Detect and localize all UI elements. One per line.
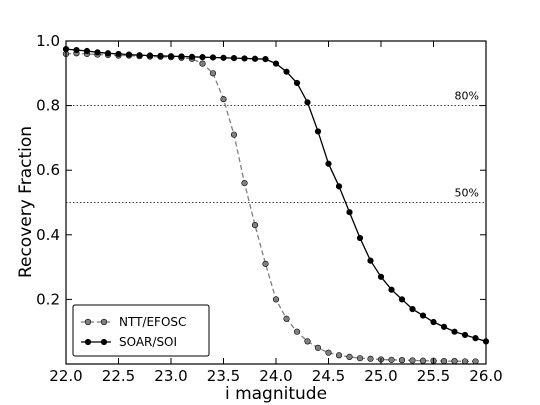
data-point [314,128,322,135]
data-point [104,50,112,57]
data-point [241,180,248,187]
data-point [472,358,479,365]
data-point [220,54,227,61]
data-point [461,358,469,365]
legend: NTT/EFOSC SOAR/SOI [72,304,210,357]
data-point [419,357,427,364]
data-point [283,315,290,322]
data-point [325,160,332,167]
legend-marker [100,338,108,346]
data-point [220,96,227,103]
data-point [461,331,469,339]
data-point [346,353,353,360]
y-tick-label: 0.8 [36,97,60,115]
data-point [472,335,479,342]
data-point [272,296,280,303]
data-point [304,338,311,345]
legend-box [72,304,210,357]
data-point [262,55,269,63]
x-axis-title: i magnitude [225,384,327,404]
data-point [136,52,143,59]
x-tick-label: 24.5 [312,367,345,385]
y-tick-label: 0.4 [36,226,60,244]
data-point [388,286,395,293]
data-point [419,312,427,319]
legend-marker [84,318,92,326]
x-tick-label: 24.0 [259,367,292,385]
data-point [325,349,332,356]
legend-marker [84,338,92,346]
data-point [367,355,374,362]
reference-line-label: 80% [455,90,479,103]
data-point [209,70,217,77]
x-tick-label: 25.5 [417,367,450,385]
y-tick-label: 0.2 [36,290,60,308]
data-point [335,352,343,359]
data-point [262,260,269,267]
data-point [293,328,301,335]
data-point [377,273,385,280]
data-point [304,99,311,106]
data-point [335,183,343,190]
data-point [230,131,238,138]
data-point [209,54,217,61]
data-point [73,46,80,54]
x-tick-label: 23.5 [207,367,240,385]
data-point [251,55,259,62]
x-tick-label: 25.0 [364,367,397,385]
data-point [398,296,406,303]
data-point [346,209,353,216]
legend-marker [100,318,108,326]
series-layer [62,45,490,365]
data-point [451,328,458,335]
x-tick-label: 22.5 [102,367,135,385]
axis-ticks: 22.0 22.5 23.0 23.5 24.0 24.5 25.0 25.5 26.0 0.2 0… [36,32,503,385]
data-point [115,50,122,58]
data-point [167,53,175,60]
data-point [293,79,301,87]
data-point [367,257,374,264]
x-tick-label: 26.0 [469,367,502,385]
data-point [178,53,185,60]
data-point [188,53,196,60]
data-point [398,357,406,364]
y-tick-label: 0.6 [36,161,60,179]
x-tick-label: 22.0 [49,367,82,385]
data-point [241,55,248,62]
data-point [125,51,133,58]
y-axis-title: Recovery Fraction [16,126,36,278]
series-line [65,52,476,363]
data-point [356,234,364,242]
data-point [230,55,238,62]
x-tick-label: 23.0 [154,367,187,385]
data-point [199,60,206,67]
data-point [199,54,206,61]
data-point [409,357,416,364]
data-point [356,355,364,362]
data-point [409,305,416,313]
data-point [314,344,322,351]
data-point [440,357,448,365]
data-point [157,52,164,59]
y-tick-label: 1.0 [36,32,60,50]
data-point [251,222,259,229]
data-point [94,49,101,56]
legend-label: SOAR/SOI [119,335,177,349]
data-point [451,357,458,365]
legend-label: NTT/EFOSC [119,315,186,329]
data-point [83,47,91,55]
data-point [283,68,290,75]
data-point [146,52,154,59]
data-point [272,60,280,67]
reference-line-label: 50% [455,187,479,200]
data-point [388,356,395,363]
data-point [440,323,448,330]
data-point [430,318,437,326]
